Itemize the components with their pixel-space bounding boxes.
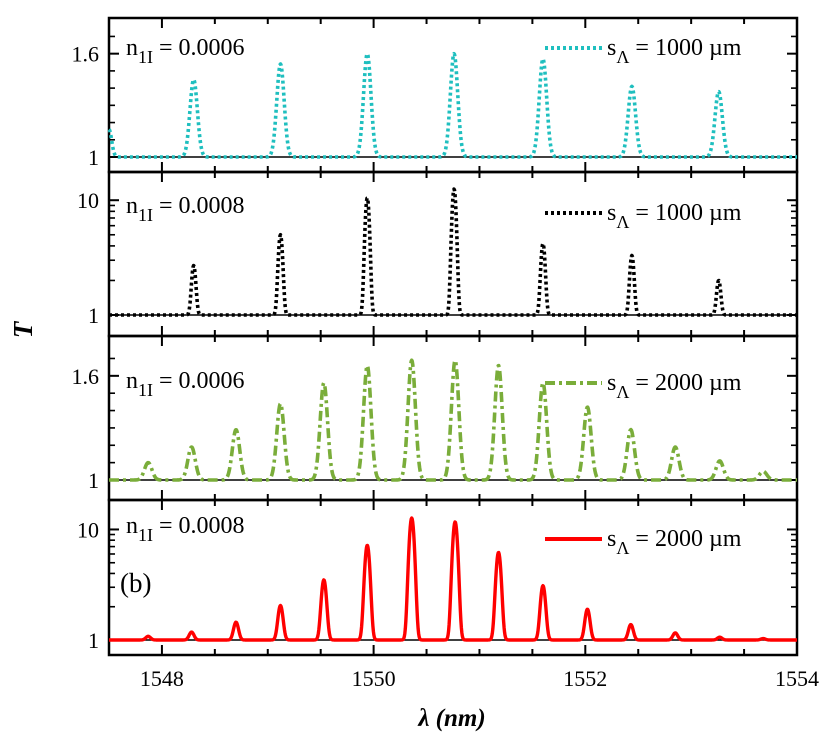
peak-point (761, 469, 765, 473)
peak-point (410, 358, 414, 362)
peak-point (761, 637, 765, 641)
peak-point (365, 363, 369, 367)
series-line (107, 51, 799, 159)
panels-group: 1 1.6 n1I = 0.0006 sΛ = 1000 µm 1 10 n1I = 0.0… (72, 16, 819, 691)
x-tick-label: 1548 (140, 666, 184, 691)
peak-point (190, 445, 194, 449)
panel-frame (107, 334, 799, 502)
series-line (107, 358, 799, 482)
y-tick-label: 1 (88, 303, 99, 328)
peak-point (453, 520, 457, 524)
peak-point (541, 241, 545, 245)
legend-label: sΛ = 2000 µm (607, 526, 742, 558)
x-axis-label: λ (nm) (417, 705, 485, 732)
peak-point (234, 620, 238, 624)
peak-point (630, 253, 634, 257)
panel-frame (107, 498, 799, 657)
peak-point (322, 381, 326, 385)
peak-point (585, 405, 589, 409)
y-tick-label: 1 (88, 145, 99, 170)
peak-point (278, 402, 282, 406)
legend-label: sΛ = 1000 µm (607, 35, 742, 67)
panel-1: 1 1.6 n1I = 0.0006 sΛ = 1000 µm (72, 16, 799, 174)
panel-annotation: n1I = 0.0006 (126, 35, 245, 67)
peak-point (278, 604, 282, 608)
peak-point (365, 196, 369, 200)
peak-point (629, 428, 633, 432)
x-tick-label: 1550 (352, 666, 396, 691)
peak-point (410, 516, 414, 520)
x-tick-label: 1554 (775, 666, 819, 691)
x-tick-label: 1552 (563, 666, 607, 691)
peak-point (192, 78, 196, 82)
peak-point (630, 84, 634, 88)
peak-point (541, 381, 545, 385)
series-line (107, 516, 799, 642)
figure-label: (b) (120, 568, 151, 598)
y-tick-label: 10 (77, 188, 99, 213)
peak-point (452, 52, 456, 56)
peak-point (541, 584, 545, 588)
y-axis-label: T (8, 320, 38, 338)
peak-point (717, 90, 721, 94)
legend-label: sΛ = 1000 µm (607, 200, 742, 232)
y-tick-label: 1 (88, 628, 99, 653)
peak-point (453, 358, 457, 362)
y-tick-label: 1.6 (72, 364, 100, 389)
peak-point (541, 57, 545, 61)
peak-point (278, 62, 282, 66)
peak-point (452, 187, 456, 191)
panel-annotation: n1I = 0.0008 (126, 193, 245, 225)
peak-point (278, 233, 282, 237)
peak-point (585, 607, 589, 611)
y-tick-label: 10 (77, 517, 99, 542)
peak-point (146, 461, 150, 465)
peak-point (322, 578, 326, 582)
peak-point (629, 623, 633, 627)
peak-point (718, 459, 722, 463)
peak-point (497, 363, 501, 367)
peak-point (192, 263, 196, 267)
peak-point (365, 543, 369, 547)
panel-annotation: n1I = 0.0006 (126, 368, 245, 400)
peak-point (673, 445, 677, 449)
peak-point (190, 630, 194, 634)
panel-3: 1 1.6 n1I = 0.0006 sΛ = 2000 µm (72, 334, 799, 502)
peak-point (234, 428, 238, 432)
legend-label: sΛ = 2000 µm (607, 370, 742, 402)
panel-2: 1 10 n1I = 0.0008 sΛ = 1000 µm (77, 170, 799, 338)
peak-point (497, 550, 501, 554)
peak-point (146, 634, 150, 638)
peak-point (673, 631, 677, 635)
y-tick-label: 1 (88, 468, 99, 493)
panel-annotation: n1I = 0.0008 (126, 513, 245, 545)
peak-point (717, 278, 721, 282)
peak-point (365, 52, 369, 56)
panel-4: 1 10 n1I = 0.0008 sΛ = 2000 µm (77, 498, 799, 657)
peak-point (718, 635, 722, 639)
y-tick-label: 1.6 (72, 42, 100, 67)
